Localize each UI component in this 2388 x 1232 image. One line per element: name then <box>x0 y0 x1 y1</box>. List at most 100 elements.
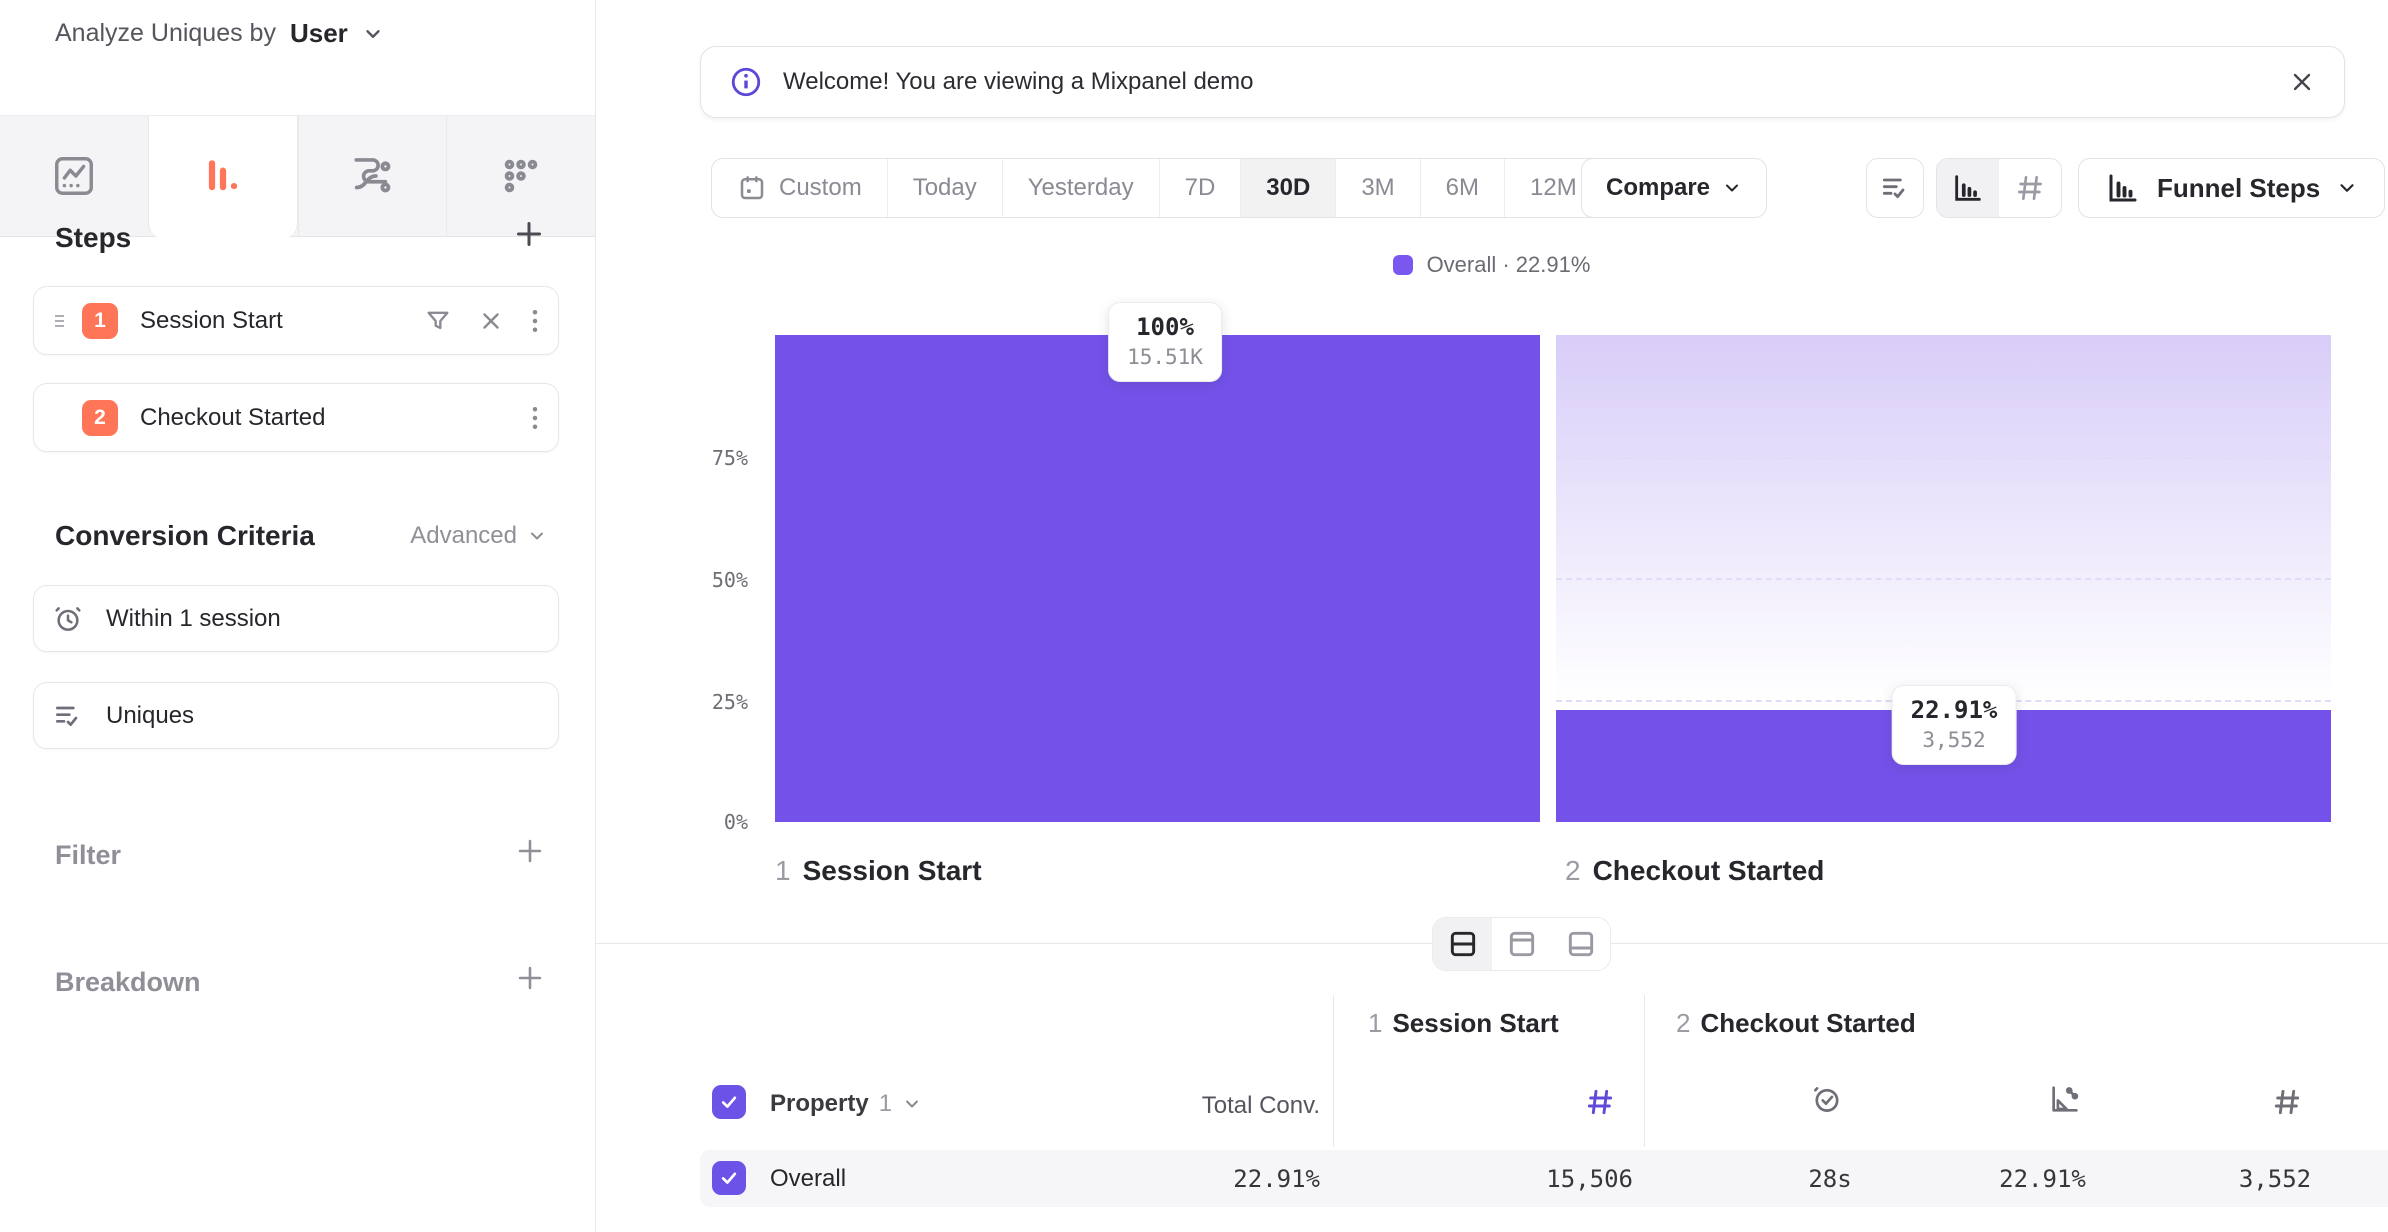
report-type-tabs <box>0 115 595 239</box>
layout-chart-view[interactable] <box>1492 918 1551 970</box>
chart-type-dropdown[interactable]: Funnel Steps <box>2078 158 2386 218</box>
range-custom[interactable]: Custom <box>712 159 887 217</box>
filter-step-icon[interactable] <box>424 307 452 335</box>
metric-uniques-button[interactable] <box>1866 158 1924 218</box>
banner-message: Welcome! You are viewing a Mixpanel demo <box>783 68 1254 95</box>
chevron-down-icon <box>1722 178 1742 198</box>
y-axis-tick: 0% <box>723 810 748 834</box>
gridline-50 <box>1556 578 2331 580</box>
y-axis-tick: 75% <box>711 446 748 470</box>
demo-banner: Welcome! You are viewing a Mixpanel demo <box>700 46 2345 118</box>
bar-value-label-2: 22.91% 3,552 <box>1891 685 2017 765</box>
funnel-bar-step-1 <box>775 335 1540 822</box>
hash-icon <box>2014 172 2046 204</box>
step-number-badge: 2 <box>82 399 118 436</box>
range-6m[interactable]: 6M <box>1419 159 1504 217</box>
range-label: Custom <box>779 174 862 201</box>
add-breakdown-button[interactable] <box>513 961 547 995</box>
layout-split-view[interactable] <box>1433 918 1492 970</box>
analyze-uniques-header: Analyze Uniques by User <box>55 18 384 49</box>
legend-label: Overall · 22.91% <box>1426 252 1591 277</box>
range-yesterday[interactable]: Yesterday <box>1001 159 1159 217</box>
filter-section-title: Filter <box>55 840 122 870</box>
group-step-number: 1 <box>1368 1008 1383 1038</box>
pct-value: 22.91% <box>1910 696 1998 724</box>
range-7d[interactable]: 7D <box>1158 159 1241 217</box>
row-checkbox[interactable] <box>712 1161 746 1195</box>
info-icon <box>729 65 763 99</box>
grid-dots-icon <box>498 153 544 199</box>
legend-swatch <box>1392 255 1413 275</box>
drag-handle-icon[interactable] <box>52 311 70 331</box>
property-label: Property <box>770 1090 869 1117</box>
tab-retention[interactable] <box>446 116 595 236</box>
steps-section-title: Steps <box>55 222 132 253</box>
remove-step-icon[interactable] <box>478 308 504 334</box>
y-axis-tick: 25% <box>711 690 748 714</box>
layout-table-view[interactable] <box>1551 918 1610 970</box>
range-12m[interactable]: 12M <box>1504 159 1602 217</box>
conversion-window-card[interactable]: Within 1 session <box>33 585 559 652</box>
number-view-toggle[interactable] <box>1999 159 2061 217</box>
count-hash-icon <box>1584 1086 1616 1118</box>
chart-legend: Overall · 22.91% <box>595 252 2388 278</box>
step-menu-icon[interactable] <box>530 306 540 336</box>
compare-button[interactable]: Compare <box>1581 158 1768 218</box>
property-dropdown[interactable]: Property 1 <box>770 1090 922 1118</box>
date-range-picker: Custom Today Yesterday 7D 30D 3M 6M 12M <box>711 158 1603 218</box>
advanced-dropdown[interactable]: Advanced <box>410 522 547 550</box>
tab-funnels[interactable] <box>147 116 298 239</box>
funnel-bars-icon <box>201 155 245 201</box>
step-number: 2 <box>1565 855 1581 886</box>
step-number-badge: 1 <box>82 302 118 339</box>
cell-checkout-count: 3,552 <box>2238 1165 2312 1193</box>
count-hash-icon <box>2271 1086 2303 1118</box>
row-name: Overall <box>770 1165 847 1192</box>
count-value: 15.51K <box>1127 345 1203 369</box>
range-today[interactable]: Today <box>886 159 1002 217</box>
flows-icon <box>349 153 395 199</box>
x-axis-step-2: 2 Checkout Started <box>1565 855 1824 887</box>
add-step-button[interactable] <box>511 216 547 252</box>
cell-avg-time: 28s <box>1808 1165 1852 1193</box>
property-number: 1 <box>878 1090 893 1117</box>
chevron-down-icon[interactable] <box>362 23 384 45</box>
group-step-name: Session Start <box>1392 1008 1559 1038</box>
conversion-criteria-title: Conversion Criteria <box>55 520 315 551</box>
step-name: Checkout Started <box>1592 855 1825 886</box>
step-card-1[interactable]: 1 Session Start <box>33 286 559 355</box>
range-label: 30D <box>1266 174 1311 201</box>
step-number: 1 <box>775 855 791 886</box>
counting-method-card[interactable]: Uniques <box>33 682 559 749</box>
chevron-down-icon <box>902 1094 922 1114</box>
step-label[interactable]: Session Start <box>140 306 283 334</box>
dropoff-gradient <box>1556 335 2331 712</box>
percent-view-toggle[interactable] <box>1937 159 1999 217</box>
step-menu-icon[interactable] <box>530 403 540 433</box>
table-row-overall[interactable]: Overall 22.91% 15,506 28s 22.91% 3,552 <box>700 1150 2388 1207</box>
tab-flows[interactable] <box>297 116 447 236</box>
close-banner-icon[interactable] <box>2288 68 2316 96</box>
analyze-value[interactable]: User <box>289 18 348 48</box>
breakdown-section-title: Breakdown <box>55 967 201 997</box>
step-label[interactable]: Checkout Started <box>140 403 326 431</box>
alarm-clock-icon <box>52 603 84 635</box>
list-check-icon <box>1879 172 1911 204</box>
step-card-2[interactable]: 2 Checkout Started <box>33 383 559 452</box>
list-check-icon <box>52 700 84 732</box>
cell-total-conv: 22.91% <box>1233 1165 1320 1193</box>
chevron-down-icon <box>2336 177 2358 199</box>
advanced-label: Advanced <box>410 522 517 549</box>
bar-session-start[interactable] <box>775 335 1540 822</box>
select-all-checkbox[interactable] <box>712 1085 746 1119</box>
cell-conv-rate: 22.91% <box>1999 1165 2086 1193</box>
range-3m[interactable]: 3M <box>1335 159 1419 217</box>
count-value: 3,552 <box>1922 728 1986 752</box>
chevron-down-icon <box>527 526 547 546</box>
range-label: 3M <box>1361 174 1395 201</box>
panel-layout-toggle <box>1432 917 1611 971</box>
tab-insights[interactable] <box>0 116 148 236</box>
range-30d[interactable]: 30D <box>1240 159 1336 217</box>
add-filter-button[interactable] <box>513 834 547 868</box>
